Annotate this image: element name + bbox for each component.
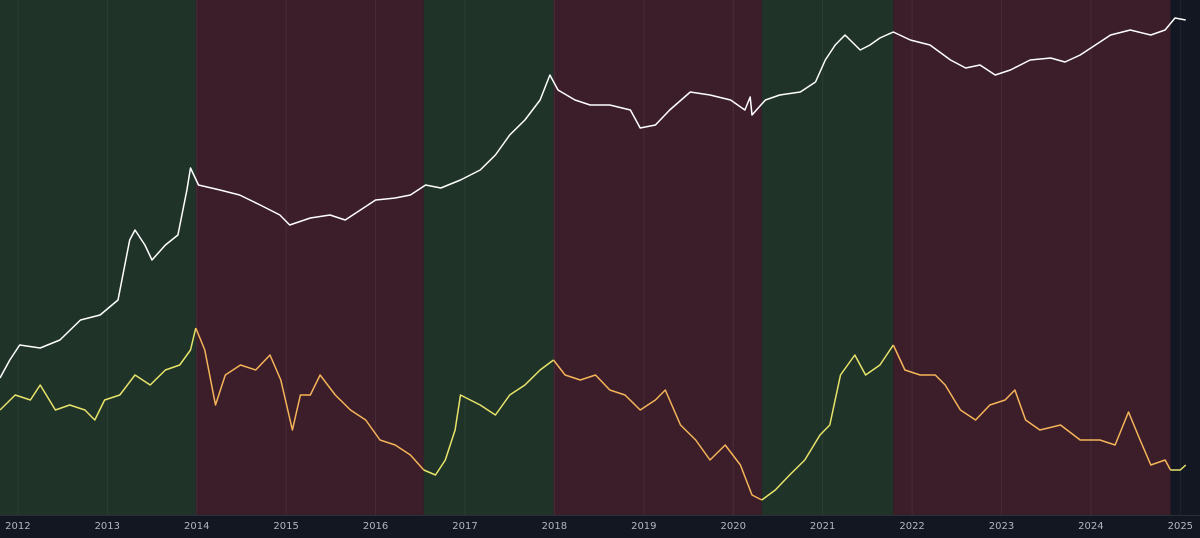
x-tick-label: 2024 — [1078, 521, 1103, 532]
x-tick-label: 2014 — [184, 521, 209, 532]
line — [0, 327, 197, 421]
x-tick-label: 2017 — [452, 521, 477, 532]
line — [892, 344, 1172, 471]
line — [195, 327, 425, 471]
x-tick-label: 2016 — [363, 521, 388, 532]
x-tick-label: 2018 — [542, 521, 567, 532]
line — [1170, 464, 1187, 471]
x-tick-label: 2021 — [810, 521, 835, 532]
x-tick-label: 2013 — [95, 521, 120, 532]
x-tick-label: 2023 — [989, 521, 1014, 532]
line — [552, 359, 763, 501]
region — [761, 0, 894, 515]
region — [553, 0, 762, 515]
x-tick-label: 2019 — [631, 521, 656, 532]
x-tick-label: 2015 — [273, 521, 298, 532]
region — [423, 0, 554, 515]
line — [0, 17, 1186, 379]
x-tick-label: 2012 — [5, 521, 30, 532]
line — [423, 359, 554, 476]
region — [0, 0, 196, 515]
x-tick-label: 2025 — [1168, 521, 1193, 532]
x-tick-label: 2022 — [899, 521, 924, 532]
region — [893, 0, 1171, 515]
x-tick-label: 2020 — [721, 521, 746, 532]
region — [195, 0, 424, 515]
line — [761, 344, 894, 501]
